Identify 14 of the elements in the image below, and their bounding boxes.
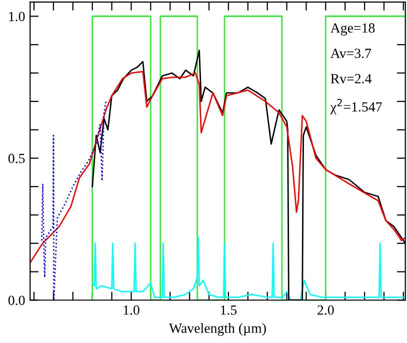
annotation: Av=3.7 bbox=[330, 48, 372, 58]
x-axis-title: Wavelength (µm) bbox=[169, 323, 266, 336]
annotation: Rv=2.4 bbox=[330, 74, 372, 84]
x-tick-label: 1.5 bbox=[220, 305, 237, 315]
y-tick-label: 1.0 bbox=[9, 12, 25, 22]
annotation: Age=18 bbox=[330, 23, 375, 36]
line-series bbox=[41, 100, 107, 300]
line-series bbox=[30, 70, 406, 263]
y-tick-label: 0.5 bbox=[8, 154, 25, 164]
x-tick-label: 1.0 bbox=[124, 305, 140, 315]
annotation: χ$^{2}$=1.547 bbox=[330, 98, 382, 114]
line-series bbox=[92, 236, 406, 300]
y-tick-label: 0.0 bbox=[8, 296, 25, 306]
x-tick-label: 2.0 bbox=[318, 305, 334, 315]
